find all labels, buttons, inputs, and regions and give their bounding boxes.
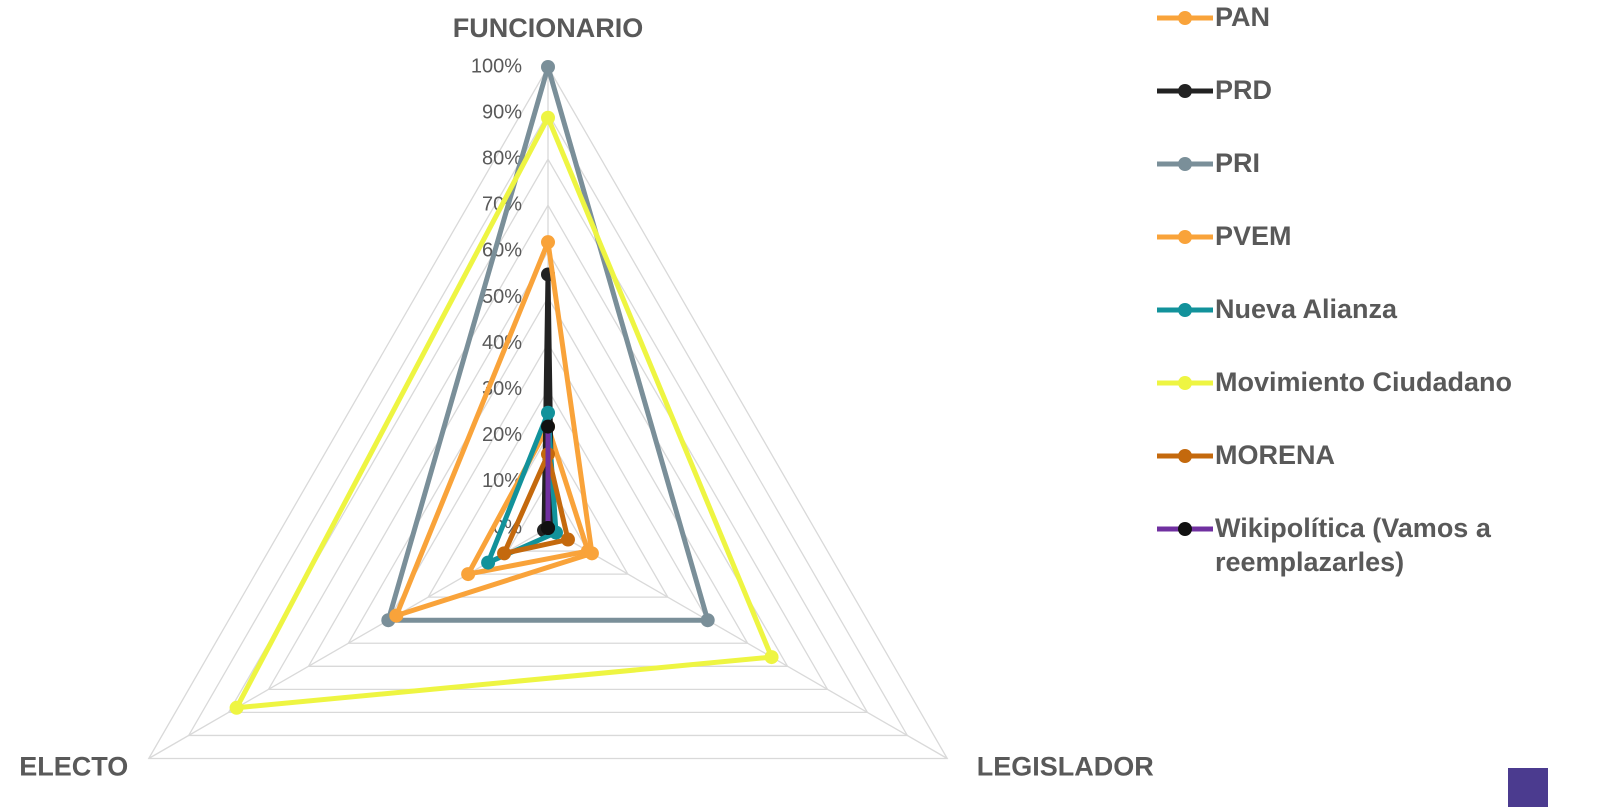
y-tick-label: 50% — [482, 286, 522, 308]
axis-label: LEGISLADOR — [977, 752, 1154, 782]
data-point — [700, 613, 715, 628]
grid-line — [187, 111, 909, 737]
legend-item: PRI — [1155, 146, 1575, 180]
axis-line — [148, 527, 549, 760]
legend-marker — [1178, 522, 1192, 536]
grid-line — [227, 157, 869, 714]
legend-label: PRD — [1215, 75, 1273, 105]
legend-swatch — [1157, 376, 1213, 390]
legend-marker — [1178, 449, 1192, 463]
legend-swatch — [1157, 84, 1213, 98]
grid-line — [267, 204, 829, 690]
y-tick-label: 10% — [482, 470, 522, 492]
legend-marker — [1178, 303, 1192, 317]
legend-swatch — [1157, 157, 1213, 171]
axis-label: FUNCIONARIO — [453, 13, 644, 43]
y-tick-label: 40% — [482, 332, 522, 354]
legend-item: PRD — [1155, 73, 1575, 107]
legend-label: Wikipolítica (Vamos a reemplazarles) — [1215, 513, 1491, 577]
legend-swatch — [1157, 11, 1213, 25]
legend-marker — [1178, 230, 1192, 244]
data-point — [497, 546, 512, 561]
data-point — [560, 532, 575, 547]
legend-marker — [1178, 11, 1192, 25]
legend-item: Movimiento Ciudadano — [1155, 365, 1575, 399]
series-line — [501, 451, 571, 556]
series-line — [234, 115, 775, 711]
data-point — [461, 567, 476, 582]
legend-label: PAN — [1215, 2, 1271, 32]
axis-line — [547, 527, 948, 760]
y-tick-label: 60% — [482, 240, 522, 262]
data-point — [541, 60, 555, 74]
legend-item: Wikipolítica (Vamos a reemplazarles) — [1155, 511, 1575, 579]
data-point — [541, 521, 555, 535]
legend-label: Nueva Alianza — [1215, 294, 1398, 324]
data-point — [541, 419, 555, 434]
legend-label: Movimiento Ciudadano — [1215, 367, 1512, 397]
data-point — [584, 546, 599, 561]
grid-line — [347, 296, 749, 644]
data-point — [481, 555, 496, 570]
series-line — [385, 64, 711, 623]
legend-swatch — [1157, 449, 1213, 463]
data-point — [541, 235, 555, 250]
axis-label: ELECTO — [19, 752, 128, 782]
y-tick-label: 20% — [482, 424, 522, 446]
data-point — [764, 650, 779, 665]
legend-item: PVEM — [1155, 219, 1575, 253]
legend-item: Nueva Alianza — [1155, 292, 1575, 326]
legend-marker — [1178, 376, 1192, 390]
legend-marker — [1178, 157, 1192, 171]
grid-line — [427, 388, 669, 598]
y-tick-label: 100% — [471, 55, 522, 77]
grid-line — [147, 65, 949, 760]
legend-swatch — [1157, 230, 1213, 244]
legend-swatch — [1157, 522, 1213, 536]
legend-item: PAN — [1155, 0, 1575, 34]
legend-item: MORENA — [1155, 438, 1575, 472]
data-point — [389, 608, 404, 623]
series-line — [393, 239, 595, 619]
legend-label: MORENA — [1215, 440, 1335, 470]
grid-line — [506, 480, 590, 552]
y-tick-label: 90% — [482, 101, 522, 123]
legend-swatch — [1157, 303, 1213, 317]
data-point — [541, 405, 555, 420]
grid-line — [307, 250, 789, 667]
data-point — [541, 110, 555, 125]
legend-marker — [1178, 84, 1192, 98]
data-point — [229, 700, 244, 715]
decoration — [1508, 768, 1548, 807]
series-line — [465, 424, 591, 577]
y-tick-label: 80% — [482, 147, 522, 169]
legend-label: PVEM — [1215, 221, 1292, 251]
legend-label: PRI — [1215, 148, 1261, 178]
